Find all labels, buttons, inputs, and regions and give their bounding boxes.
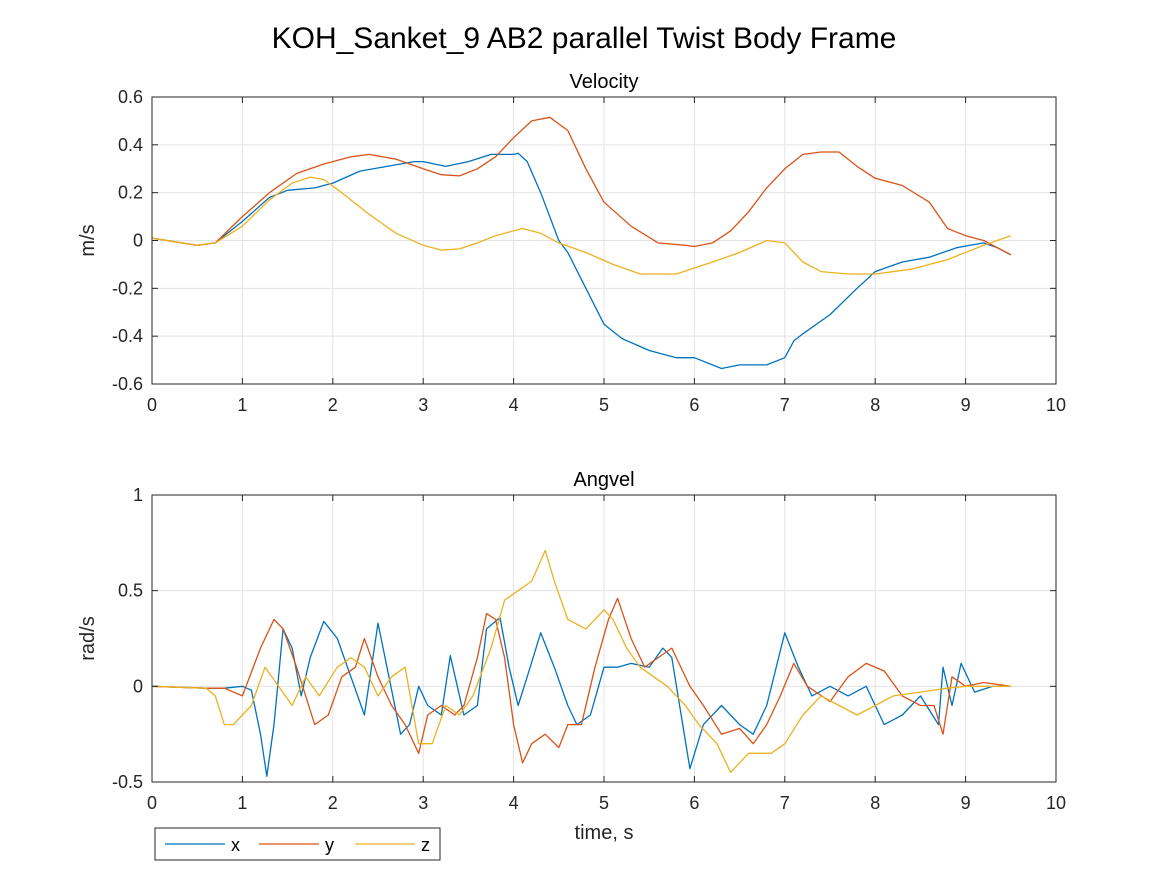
angvel-xtick-label: 4 bbox=[509, 793, 519, 813]
velocity-xtick-label: 1 bbox=[237, 395, 247, 415]
velocity-xtick-label: 5 bbox=[599, 395, 609, 415]
angvel-series-y bbox=[151, 597, 1011, 764]
angvel-xtick-label: 3 bbox=[418, 793, 428, 813]
angvel-xlabel: time, s bbox=[575, 822, 634, 844]
angvel-series-x bbox=[151, 616, 1011, 777]
angvel-grid bbox=[152, 495, 1056, 782]
angvel-xtick-label: 9 bbox=[961, 793, 971, 813]
angvel-xtick-label: 5 bbox=[599, 793, 609, 813]
angvel-xtick-label: 10 bbox=[1046, 793, 1066, 813]
legend: x y z bbox=[154, 827, 441, 861]
velocity-xtick-label: 2 bbox=[328, 395, 338, 415]
legend-label-z: z bbox=[421, 835, 430, 855]
angvel-ylabel: rad/s bbox=[77, 616, 99, 660]
velocity-ytick-label: -0.4 bbox=[112, 326, 143, 346]
angvel-lines bbox=[151, 549, 1011, 777]
velocity-axes: 0 1 2 3 4 5 6 7 8 9 10 -0.6 -0.4 -0.2 0 0.2 0.4 0.6 Veloc… bbox=[77, 71, 1066, 415]
angvel-ticks: 0 1 2 3 4 5 6 7 8 9 10-0.500.51 bbox=[112, 485, 1066, 813]
velocity-ytick-label: -0.2 bbox=[112, 278, 143, 298]
velocity-xtick-label: 4 bbox=[509, 395, 519, 415]
velocity-xtick-label: 7 bbox=[780, 395, 790, 415]
velocity-ytick-label: 0.4 bbox=[118, 135, 143, 155]
angvel-xtick-label: 8 bbox=[870, 793, 880, 813]
velocity-lines bbox=[151, 116, 1012, 370]
velocity-ytick-label: -0.6 bbox=[112, 374, 143, 394]
velocity-xtick-label: 9 bbox=[961, 395, 971, 415]
velocity-xtick-label: 0 bbox=[147, 395, 157, 415]
angvel-xtick-label: 0 bbox=[147, 793, 157, 813]
velocity-ticks: 0 1 2 3 4 5 6 7 8 9 10 -0.6 -0.4 -0.2 0 0.2 0.4 0.6 bbox=[112, 87, 1066, 415]
velocity-series-y bbox=[151, 116, 1012, 256]
velocity-grid bbox=[152, 97, 1056, 384]
legend-label-x: x bbox=[231, 835, 240, 855]
angvel-xtick-label: 1 bbox=[237, 793, 247, 813]
figure-title: KOH_Sanket_9 AB2 parallel Twist Body Fra… bbox=[272, 22, 897, 55]
angvel-xtick-label: 2 bbox=[328, 793, 338, 813]
angvel-title: Angvel bbox=[573, 469, 634, 491]
velocity-ytick-label: 0.2 bbox=[118, 183, 143, 203]
angvel-ytick-label: 1 bbox=[133, 485, 143, 505]
velocity-ytick-label: 0.6 bbox=[118, 87, 143, 107]
angvel-ytick-label: -0.5 bbox=[112, 772, 143, 792]
angvel-axes: 0 1 2 3 4 5 6 7 8 9 10-0.500.51 Angvel rad/s time,… bbox=[77, 469, 1066, 844]
velocity-xtick-label: 8 bbox=[870, 395, 880, 415]
velocity-xtick-label: 10 bbox=[1046, 395, 1066, 415]
legend-label-y: y bbox=[325, 835, 334, 855]
velocity-xtick-label: 6 bbox=[689, 395, 699, 415]
angvel-ytick-label: 0 bbox=[133, 676, 143, 696]
angvel-ytick-label: 0.5 bbox=[118, 581, 143, 601]
angvel-xtick-label: 7 bbox=[780, 793, 790, 813]
velocity-ytick-label: 0 bbox=[133, 231, 143, 251]
angvel-series-z bbox=[151, 549, 1011, 774]
velocity-series-z bbox=[151, 176, 1012, 275]
angvel-xtick-label: 6 bbox=[689, 793, 699, 813]
velocity-title: Velocity bbox=[570, 71, 639, 93]
velocity-ylabel: m/s bbox=[77, 224, 99, 256]
velocity-xtick-label: 3 bbox=[418, 395, 428, 415]
